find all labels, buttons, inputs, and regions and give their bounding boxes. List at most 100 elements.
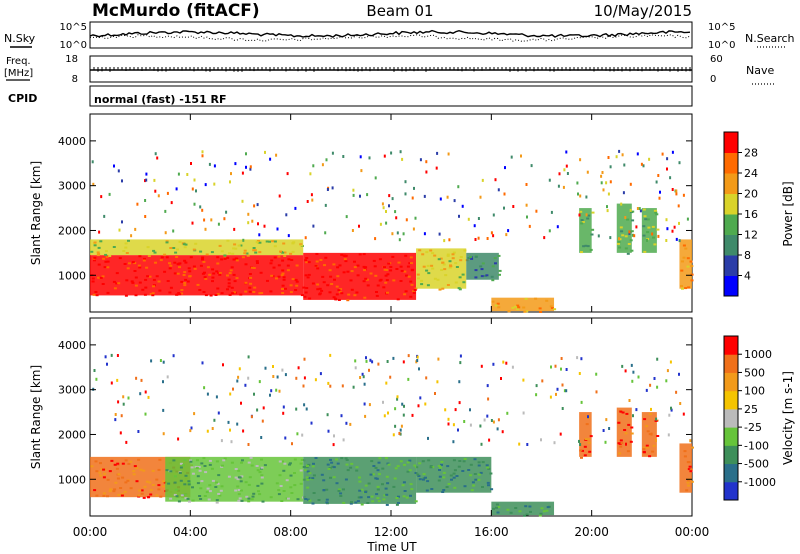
range-cell [548,178,551,182]
range-cell [579,443,582,446]
range-cell [116,378,119,382]
range-cell [96,276,100,279]
range-cell [218,244,222,247]
range-cell [396,395,399,399]
range-cell [623,429,627,431]
range-cell [350,501,353,504]
range-cell [143,485,147,488]
range-cell [121,493,125,496]
range-cell [278,389,281,393]
date-title: 10/May/2015 [594,2,692,20]
range-cell [217,474,221,477]
range-cell [206,392,209,396]
range-cell [446,284,450,286]
range-cell [399,150,402,154]
range-cell [332,296,336,299]
range-cell [477,478,481,481]
range-cell [316,267,320,270]
range-cell [561,407,564,410]
data-region [416,248,469,291]
range-cell [194,465,198,468]
range-cell [486,237,489,240]
range-cell [178,266,181,269]
range-cell [400,269,404,272]
range-cell [201,361,204,365]
range-cell [113,287,117,290]
range-cell [345,421,348,425]
range-cell [558,172,561,176]
range-cell [481,262,485,265]
range-cell [329,275,333,278]
range-cell [174,488,178,491]
range-cell [419,158,422,162]
range-cell [208,490,212,493]
range-cell [159,495,163,498]
range-cell [489,472,493,475]
range-cell [455,266,459,268]
range-cell [546,506,550,509]
range-cell [626,218,630,221]
range-cell [410,283,414,286]
range-cell [176,272,180,275]
range-cell [215,460,219,463]
range-cell [281,288,284,290]
range-cell [235,277,239,280]
range-cell [99,276,103,279]
range-cell [655,213,659,216]
range-cell [92,182,95,186]
range-cell [682,244,686,247]
range-cell [97,263,101,266]
range-cell [295,264,299,267]
range-cell [580,357,583,361]
x-tick-label: 00:00 [73,525,108,539]
range-cell [534,297,538,300]
range-cell [223,257,227,260]
range-cell [116,462,120,465]
range-cell [498,273,501,276]
range-cell [604,440,607,444]
range-cell [490,488,494,491]
range-cell [282,405,285,409]
range-cell [255,241,259,244]
colorbar-tick-label: -100 [744,439,769,452]
range-cell [630,249,634,252]
range-cell [477,236,480,240]
range-cell [97,246,101,249]
range-cell [390,151,393,155]
range-cell [214,486,218,488]
range-cell [486,481,490,484]
data-region [579,412,593,459]
range-cell [490,419,493,422]
range-cell [256,262,259,264]
range-cell [126,267,130,270]
range-cell [176,248,179,251]
range-cell [505,233,508,237]
range-cell [433,254,437,257]
range-cell [102,494,106,497]
range-cell [525,310,529,313]
range-cell [376,488,380,491]
range-cell [591,228,595,231]
time-axis: 00:00 04:00 08:00 12:00 16:00 20:00 00:00 [73,114,709,539]
range-cell [439,197,442,201]
range-cell [427,272,431,275]
range-cell [648,157,651,161]
range-cell [645,425,649,428]
range-cell [370,460,374,463]
range-cell [277,489,281,492]
range-cell [232,247,236,250]
range-cell [320,289,324,292]
range-cell [561,383,564,387]
range-cell [210,467,214,470]
range-cell [682,256,686,259]
range-cell [182,464,185,467]
range-cell [426,284,430,287]
range-cell [257,222,259,226]
range-cell [96,251,100,254]
range-cell [452,423,455,427]
range-cell [144,179,146,183]
range-cell [321,275,325,278]
range-cell [183,259,187,262]
range-cell [102,257,106,260]
range-cell [652,444,656,447]
